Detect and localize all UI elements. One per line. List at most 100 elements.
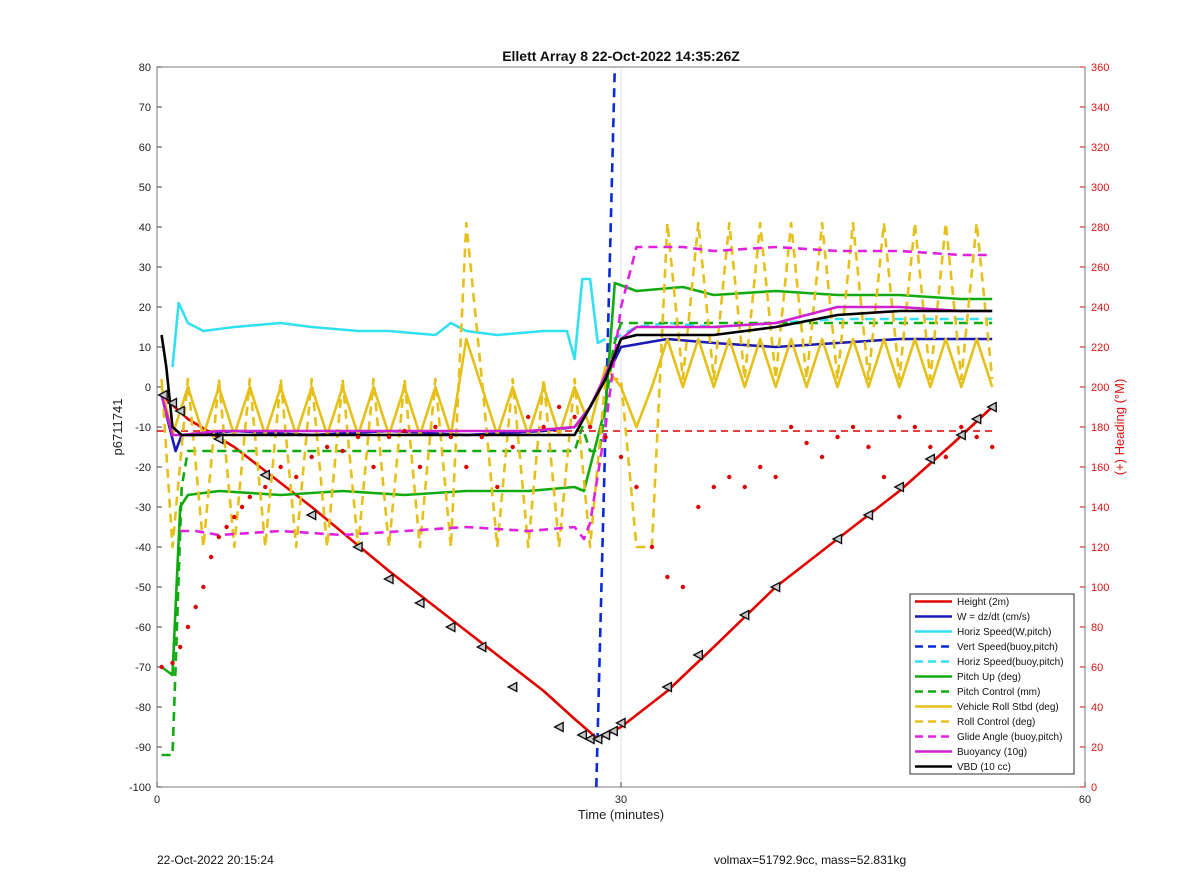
legend-label: Height (2m) [957,597,1009,608]
heading-point [990,444,995,450]
y2-tick-label: 220 [1091,342,1109,354]
heading-point [649,544,655,550]
y-tick-label: -80 [135,702,151,714]
heading-point [866,444,871,450]
heading-point [680,584,686,590]
y2-tick-label: 100 [1091,582,1109,594]
height-marker [862,509,874,521]
y2-axis-title: (+) Heading (°M) [1112,379,1127,476]
heading-point [224,524,229,530]
y-tick-label: -70 [135,662,151,674]
heading-point [479,434,484,440]
heading-point [495,484,500,490]
legend-label: Buoyancy (10g) [957,747,1027,758]
y2-tick-label: 160 [1091,462,1109,474]
heading-point [386,434,392,440]
height-marker [599,729,611,741]
heading-point [556,404,562,410]
series-line-2 [171,277,607,368]
heading-point [603,434,608,440]
legend-label: W = dz/dt (cm/s) [957,612,1030,623]
x-tick-label: 0 [154,794,160,806]
heading-point [618,454,624,460]
height-marker [352,541,363,553]
heading-point [974,434,979,440]
heading-series [159,404,995,670]
height-marker [591,733,603,745]
legend-label: Horiz Speed(buoy,pitch) [957,657,1064,668]
height-marker [383,573,394,585]
heading-point [178,644,183,650]
heading-point [193,604,198,610]
y-tick-label: 30 [139,262,151,274]
height-marker [924,453,936,465]
height-marker [305,509,317,521]
height-marker [157,389,168,401]
series-line-9 [180,245,993,541]
y2-tick-label: 140 [1091,502,1109,514]
height-marker [413,597,425,609]
heading-point [881,474,887,480]
heading-point [541,424,546,430]
heading-point [239,504,245,510]
y-tick-label: -50 [135,582,151,594]
heading-point [711,484,716,490]
left-axis: -100-90-80-70-60-50-40-30-20-10010203040… [129,62,162,794]
x-tick-label: 60 [1079,794,1091,806]
footer-timestamp: 22-Oct-2022 20:15:24 [157,853,274,867]
legend: Height (2m) W = dz/dt (cm/s) Horiz Speed(W… [909,593,1075,775]
legend-label: Roll Control (deg) [957,717,1035,728]
heading-point [897,414,902,420]
height-markers [157,389,997,745]
heading-point [959,424,964,430]
heading-point [417,464,423,470]
footer-vehicle-info: volmax=51792.9cc, mass=52.831kg [714,853,907,867]
y-tick-label: 60 [139,142,151,154]
heading-point [159,664,164,670]
y2-tick-label: 120 [1091,542,1109,554]
y-tick-label: -20 [135,462,151,474]
heading-point [665,574,670,580]
y2-tick-label: 80 [1091,622,1103,634]
heading-point [819,454,825,460]
heading-point [340,448,345,454]
x-tick-label: 30 [615,794,627,806]
legend-box [909,593,1075,775]
heading-point [216,534,222,540]
heading-point [943,454,948,460]
heading-point [850,424,856,430]
heading-point [402,428,407,434]
height-marker [444,621,456,633]
y2-tick-label: 180 [1091,422,1109,434]
height-marker [212,433,224,445]
heading-point [278,464,283,470]
y2-tick-label: 40 [1091,702,1103,714]
y-tick-label: -60 [135,622,151,634]
height-marker [692,649,704,661]
legend-label: Vert Speed(buoy,pitch) [957,642,1058,653]
height-marker [970,413,982,425]
y-axis-title: p6711741 [110,399,125,456]
heading-point [510,444,515,450]
heading-point [572,414,577,420]
heading-point [526,414,531,420]
y-tick-label: 10 [139,342,151,354]
x-axis: 0 30 60 [154,782,1091,806]
series-line-11 [160,309,993,437]
heading-point [835,434,840,440]
chart-title: Ellett Array 8 22-Oct-2022 14:35:26Z [502,48,740,64]
y-tick-label: -30 [135,502,151,514]
heading-point [263,484,268,490]
heading-point [185,624,191,630]
y2-tick-label: 20 [1091,742,1103,754]
heading-point [208,554,214,560]
y2-tick-label: 0 [1091,782,1097,794]
y-tick-label: 70 [139,102,151,114]
height-marker [769,581,781,593]
heading-point [371,464,376,470]
heading-point [355,434,361,440]
heading-point [294,474,299,480]
y2-tick-label: 360 [1091,62,1109,74]
y-tick-label: 80 [139,62,151,74]
